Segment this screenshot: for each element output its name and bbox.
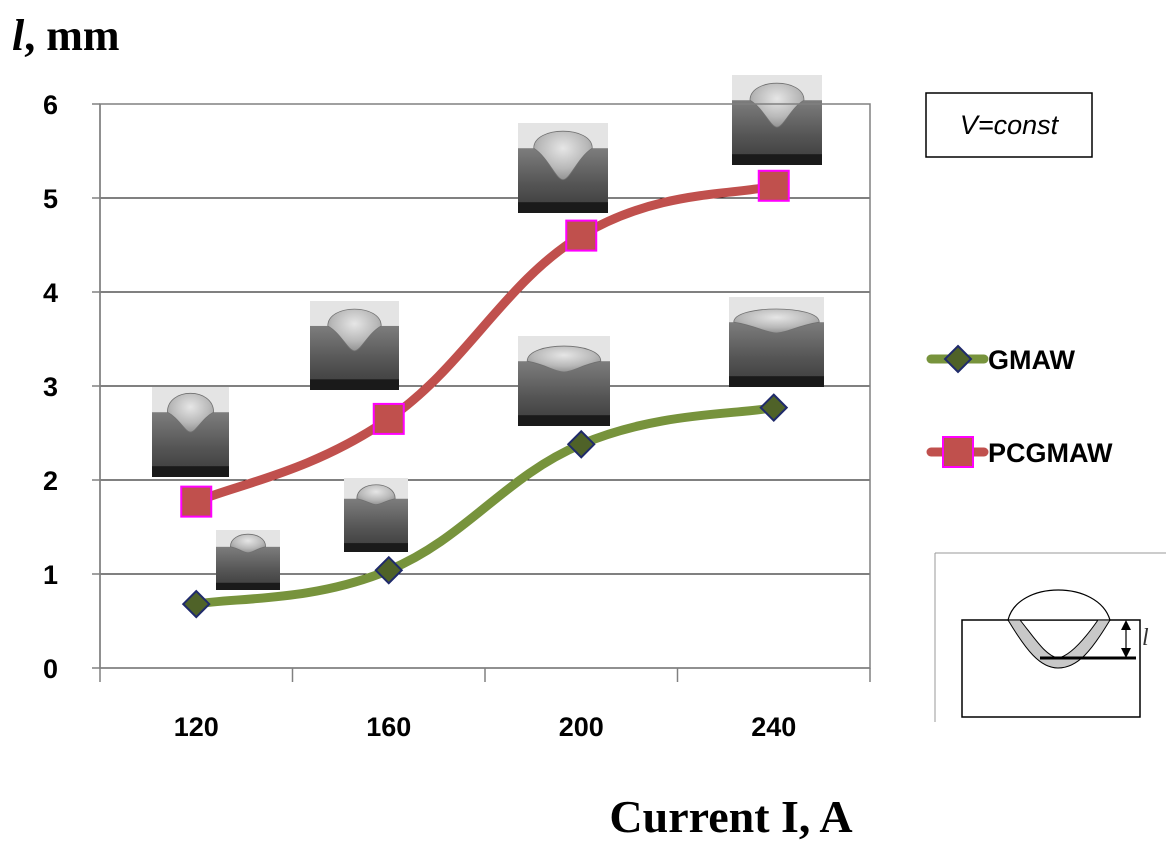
- y-axis: 0 1 2 3 4 5 6: [43, 90, 101, 684]
- point-gmaw-240: [759, 393, 789, 423]
- legend-entry-gmaw: GMAW: [926, 344, 1076, 375]
- x-axis: 120 160 200 240: [99, 667, 871, 742]
- macrograph-gmaw-120-bead: [229, 533, 267, 554]
- x-tick-label-3: 240: [751, 712, 796, 742]
- legend-label-pcgmaw: PCGMAW: [988, 438, 1113, 468]
- diagram-label: l: [1142, 625, 1149, 651]
- macrograph-pcgmaw-240-bead: [749, 82, 805, 128]
- macrograph-pcgmaw-120-backing: [152, 466, 229, 477]
- x-tick-label-1: 160: [366, 712, 411, 742]
- macrograph-pcgmaw-240-backing: [732, 154, 822, 165]
- condition-box: [925, 92, 1093, 158]
- series-layer: [180, 169, 790, 619]
- y-tick-label-5: 5: [43, 184, 58, 214]
- macrograph-gmaw-200: [518, 336, 610, 426]
- point-gmaw-160: [374, 555, 404, 585]
- macrograph-gmaw-160: [344, 478, 408, 552]
- macrograph-gmaw-160-backing: [344, 543, 408, 552]
- legend: GMAW PCGMAW: [926, 344, 1113, 468]
- macrograph-gmaw-120-backing: [216, 582, 280, 590]
- x-tick-label-2: 200: [559, 712, 604, 742]
- y-tick-label-4: 4: [43, 278, 58, 308]
- series-line-pcgmaw: [191, 181, 779, 507]
- macrograph-gmaw-200-backing: [518, 415, 610, 426]
- legend-label-gmaw: GMAW: [988, 345, 1076, 375]
- macrograph-gmaw-200-bead: [526, 345, 602, 373]
- y-tick-label-2: 2: [43, 466, 58, 496]
- macrograph-pcgmaw-240: [732, 75, 822, 165]
- macrograph-pcgmaw-160-backing: [310, 379, 399, 390]
- point-pcgmaw-160: [372, 402, 405, 435]
- x-tick-label-0: 120: [174, 712, 219, 742]
- y-axis-label: l, mm: [12, 11, 120, 60]
- macrograph-gmaw-160-bead: [356, 484, 396, 506]
- point-pcgmaw-200: [565, 219, 598, 252]
- macrograph-gmaw-240: [729, 297, 824, 387]
- macrograph-pcgmaw-200-backing: [518, 202, 608, 213]
- series-gmaw: [181, 393, 789, 619]
- diagram-plate: [961, 619, 1141, 718]
- macrograph-pcgmaw-200: [518, 123, 608, 213]
- series-pcgmaw: [180, 169, 790, 518]
- macrograph-pcgmaw-120: [152, 387, 229, 477]
- penetration-diagram: l: [934, 552, 1166, 722]
- series-line-gmaw: [191, 403, 779, 609]
- point-gmaw-120: [181, 589, 211, 619]
- y-tick-label-3: 3: [43, 372, 58, 402]
- legend-marker-gmaw: [943, 344, 973, 374]
- y-tick-label-6: 6: [43, 90, 58, 120]
- macrograph-pcgmaw-120-bead: [166, 392, 215, 433]
- weld-macrographs: [152, 75, 824, 590]
- legend-entry-pcgmaw: PCGMAW: [926, 436, 1113, 468]
- y-tick-label-0: 0: [43, 654, 58, 684]
- macrograph-pcgmaw-160: [310, 301, 399, 390]
- macrograph-pcgmaw-200-bead: [533, 130, 593, 181]
- condition-text: V=const: [960, 110, 1060, 140]
- macrograph-gmaw-240-bead: [733, 308, 820, 334]
- diagram-arrow-up: [1121, 620, 1131, 630]
- point-pcgmaw-120: [180, 485, 213, 518]
- macrograph-pcgmaw-160-bead: [327, 308, 382, 352]
- y-tick-label-1: 1: [43, 560, 58, 590]
- condition-annotation: V=const: [925, 92, 1093, 158]
- x-axis-label: Current I, A: [609, 791, 852, 842]
- diagram-arrow-down: [1121, 648, 1131, 658]
- diagram-bead: [1007, 589, 1111, 621]
- macrograph-gmaw-240-backing: [729, 376, 824, 387]
- point-pcgmaw-240: [757, 169, 790, 202]
- point-gmaw-200: [566, 429, 596, 459]
- legend-marker-pcgmaw: [942, 436, 974, 468]
- macrograph-gmaw-120: [216, 530, 280, 590]
